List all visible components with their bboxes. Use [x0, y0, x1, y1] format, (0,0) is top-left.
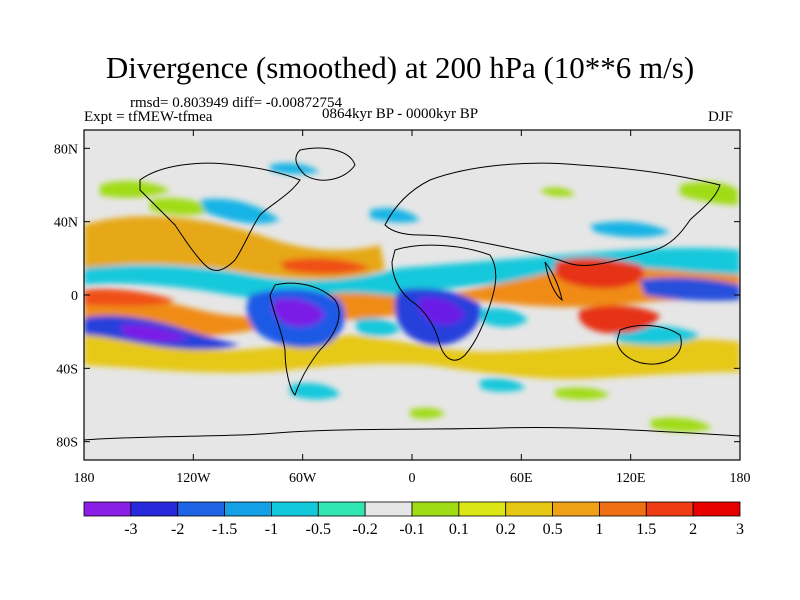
colorbar-swatch: [364, 501, 413, 517]
colorbar-swatch: [458, 501, 507, 517]
field-cyan-south: [290, 378, 525, 400]
field-purple-africa-core: [418, 297, 465, 325]
colorbar-swatch: [552, 501, 600, 517]
colorbar-swatch: [271, 501, 319, 517]
coast-north-america: [139, 162, 301, 271]
colorbar-swatch: [599, 501, 647, 517]
colorbar-swatch: [692, 501, 741, 517]
field-green-north: [100, 180, 738, 215]
colorbar-label: -0.5: [306, 521, 331, 538]
colorbar-swatch: [130, 501, 179, 517]
lat-tick-label: 40S: [56, 362, 78, 377]
colorbar-swatch: [645, 501, 694, 517]
coast-australia: [616, 325, 682, 365]
plot-title: Divergence (smoothed) at 200 hPa (10**6 …: [105, 50, 695, 85]
coast-india: [544, 261, 563, 302]
lat-tick-labels: 80N 40N 0 40S 80S: [54, 142, 78, 450]
divergence-field: [84, 162, 740, 432]
field-green-south: [410, 387, 712, 432]
field-purple-south-america-core: [272, 298, 325, 327]
lon-tick-label: 60W: [289, 471, 317, 486]
colorbar-label: 0.1: [449, 521, 469, 538]
lat-tick-label: 40N: [54, 216, 78, 231]
colorbar-swatch: [411, 501, 460, 517]
field-red-central-pacific: [84, 258, 370, 306]
colorbar-label: 0.5: [543, 521, 563, 538]
colorbar-label: -1: [265, 521, 278, 538]
coast-greenland: [295, 147, 356, 181]
coast-africa: [391, 244, 497, 361]
lat-tick-label: 80N: [54, 142, 78, 157]
period-label: 0864kyr BP - 0000kyr BP: [322, 106, 479, 122]
coast-antarctica: [84, 426, 740, 441]
colorbar-label: -2: [171, 521, 184, 538]
field-blue-west-pacific: [640, 277, 740, 301]
lon-tick-label: 180: [730, 471, 751, 486]
lat-tick-label: 80S: [56, 436, 78, 451]
field-purple-pacific-core: [120, 324, 190, 342]
lon-tick-label: 120E: [616, 471, 646, 486]
colorbar-label: 1: [595, 521, 603, 538]
colorbar-swatch: [83, 501, 132, 517]
colorbar-swatch: [224, 501, 272, 517]
lon-tick-label: 180: [74, 471, 95, 486]
coastlines: [84, 147, 740, 441]
colorbar-labels: -3 -2 -1.5 -1 -0.5 -0.2 -0.1 0.1 0.2 0.5 1 1.5 2 3: [124, 521, 744, 538]
stats-text: rmsd= 0.803949 diff= -0.00872754: [130, 95, 343, 111]
season-label: DJF: [708, 109, 734, 125]
colorbar-label: 0.2: [496, 521, 516, 538]
colorbar-label: -0.2: [352, 521, 377, 538]
colorbar-label: 3: [736, 521, 744, 538]
axis-ticks: [83, 130, 741, 460]
colorbar-swatch: [505, 501, 553, 517]
field-cyan-north-blobs: [200, 162, 670, 238]
colorbar-label: 2: [689, 521, 697, 538]
field-yellow-south-band: [84, 330, 740, 379]
colorbar-label: -3: [124, 521, 137, 538]
colorbar-label: -0.1: [399, 521, 424, 538]
lon-tick-label: 60E: [510, 471, 533, 486]
field-red-maritime: [578, 305, 660, 334]
lon-tick-labels: 180 120W 60W 0 60E 120E 180: [74, 471, 751, 486]
field-red-south-asia: [555, 258, 644, 289]
lat-tick-label: 0: [71, 289, 78, 304]
colorbar: [83, 501, 741, 517]
experiment-label: Expt = tfMEW-tfmea: [84, 109, 213, 125]
lon-tick-label: 0: [409, 471, 416, 486]
colorbar-swatch: [317, 501, 366, 517]
colorbar-swatch: [177, 501, 225, 517]
lon-tick-label: 120W: [176, 471, 211, 486]
colorbar-label: 1.5: [636, 521, 656, 538]
colorbar-label: -1.5: [212, 521, 237, 538]
coast-europe-asia: [384, 162, 721, 266]
coast-south-america: [269, 282, 340, 396]
